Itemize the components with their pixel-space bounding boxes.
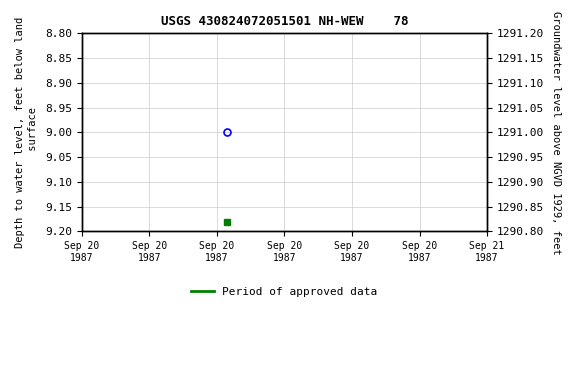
Legend: Period of approved data: Period of approved data <box>187 282 382 301</box>
Y-axis label: Depth to water level, feet below land
 surface: Depth to water level, feet below land su… <box>15 17 38 248</box>
Y-axis label: Groundwater level above NGVD 1929, feet: Groundwater level above NGVD 1929, feet <box>551 10 561 254</box>
Title: USGS 430824072051501 NH-WEW    78: USGS 430824072051501 NH-WEW 78 <box>161 15 408 28</box>
